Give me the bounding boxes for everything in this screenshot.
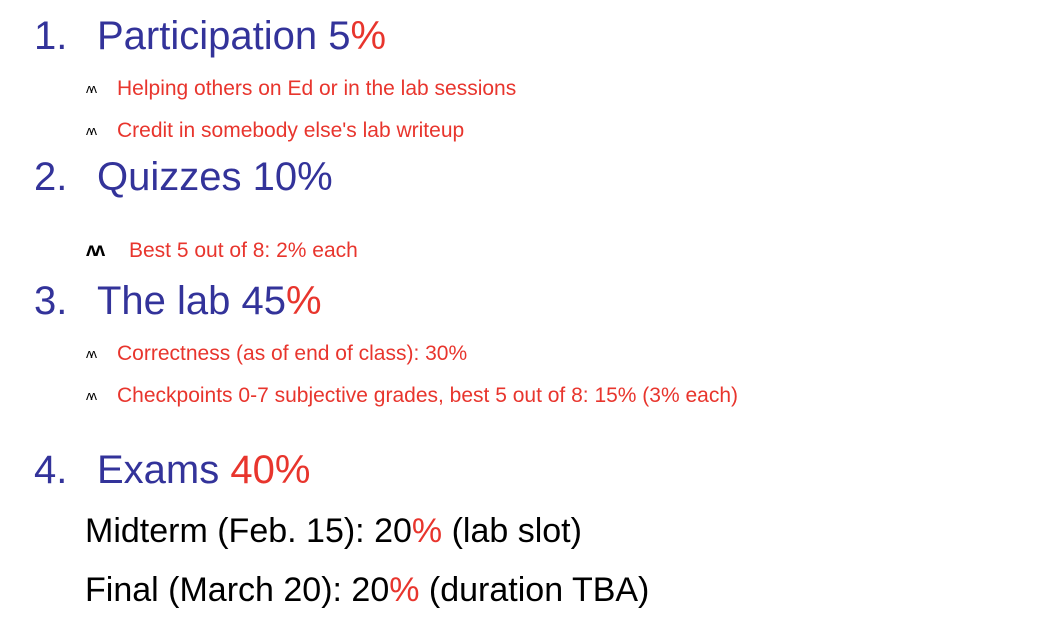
section-1-heading: 1. Participation 5% <box>34 16 386 56</box>
percent-sign: % <box>389 571 420 609</box>
wavy-bullet-icon: ʌʌ <box>86 388 97 403</box>
section-number: 4. <box>34 448 68 492</box>
list-item: ʌʌ Credit in somebody else's lab writeup <box>86 120 464 141</box>
list-item-text: Credit in somebody else's lab writeup <box>117 119 465 142</box>
section-number: 2. <box>34 155 68 199</box>
section-title: The lab 45 <box>97 279 287 323</box>
list-item-text: Checkpoints 0-7 subjective grades, best … <box>117 384 739 407</box>
section-title: Quizzes 10% <box>97 155 333 199</box>
list-item: ʌʌ Correctness (as of end of class): 30% <box>86 343 467 364</box>
list-item-text: Best 5 out of 8: 2% each <box>129 239 358 262</box>
section-title: Exams <box>97 448 231 492</box>
list-item-text: Helping others on Ed or in the lab sessi… <box>117 77 517 100</box>
section-number: 3. <box>34 279 68 323</box>
wavy-bullet-icon: ʌʌ <box>86 81 97 96</box>
list-item: ʌʌ Helping others on Ed or in the lab ses… <box>86 78 516 99</box>
section-title: Participation 5 <box>97 14 351 58</box>
exam-text-after: (lab slot) <box>442 512 582 550</box>
exam-text-after: (duration TBA) <box>419 571 650 609</box>
section-4-heading: 4. Exams 40% <box>34 450 310 490</box>
wavy-bullet-icon: ʌʌ <box>86 346 97 361</box>
wavy-bullet-icon: ʌʌ <box>86 123 97 138</box>
exam-text: Midterm (Feb. 15): 20 <box>85 512 412 550</box>
list-item-text: Correctness (as of end of class): 30% <box>117 342 468 365</box>
percent-sign: % <box>286 279 322 323</box>
percent-sign: % <box>350 14 387 58</box>
percent-sign: % <box>411 512 443 550</box>
percent-value: 40% <box>230 448 311 492</box>
final-line: Final (March 20): 20% (duration TBA) <box>85 573 649 607</box>
wavy-bullet-icon: ʌʌ <box>86 240 105 261</box>
midterm-line: Midterm (Feb. 15): 20% (lab slot) <box>85 514 582 548</box>
section-2-heading: 2. Quizzes 10% <box>34 157 333 197</box>
list-item: ʌʌ Checkpoints 0-7 subjective grades, bes… <box>86 385 738 406</box>
section-number: 1. <box>34 14 68 58</box>
section-3-heading: 3. The lab 45% <box>34 281 322 321</box>
exam-text: Final (March 20): 20 <box>85 571 390 609</box>
list-item: ʌʌ Best 5 out of 8: 2% each <box>86 240 358 261</box>
